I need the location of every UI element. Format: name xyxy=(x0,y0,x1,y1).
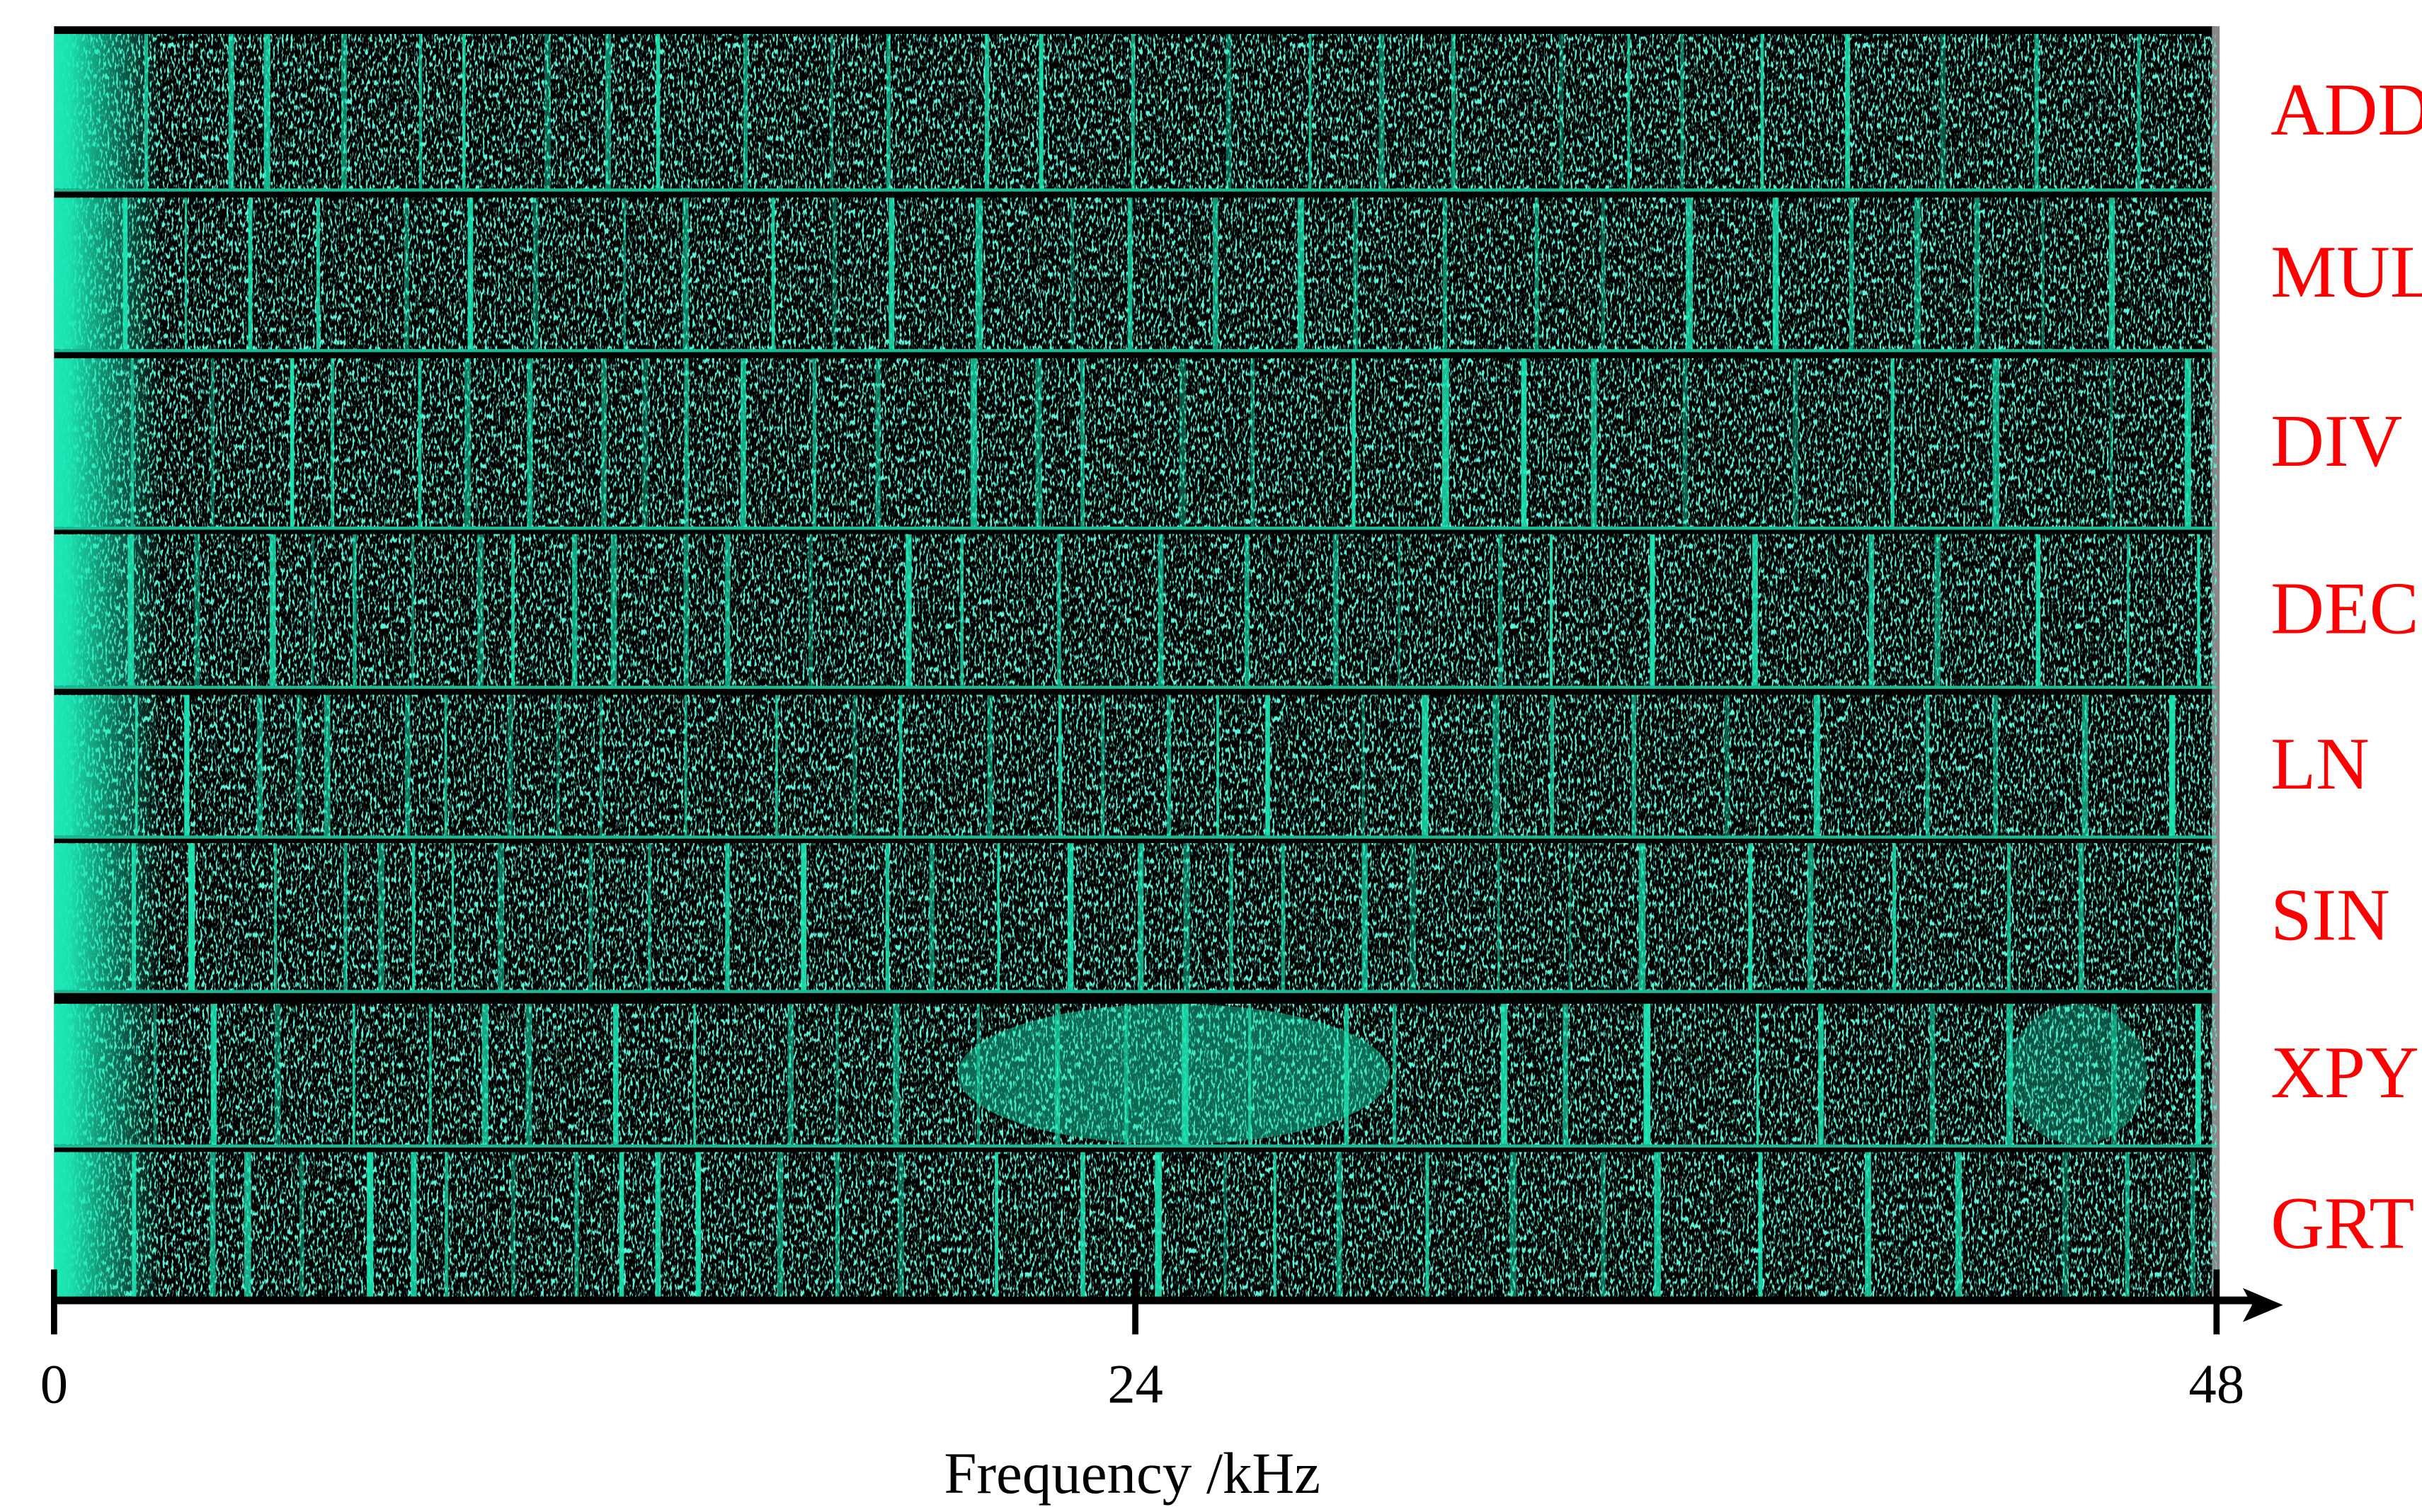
broadband-patch xyxy=(958,1004,1390,1145)
row-noise xyxy=(54,34,2216,188)
row-label: GRT xyxy=(2270,1182,2414,1264)
row-glow xyxy=(54,358,162,527)
spectrogram-row xyxy=(54,843,2216,991)
broadband-patch xyxy=(2008,1004,2147,1145)
row-label: XPY xyxy=(2270,1031,2419,1113)
page: {"chart_data": {"type": "spectrogram", "… xyxy=(0,0,2422,1512)
row-label: MUL xyxy=(2270,231,2422,313)
axis-arrow xyxy=(2243,1288,2283,1322)
row-noise xyxy=(54,695,2216,836)
row-label: ADD xyxy=(2270,69,2422,151)
row-glow xyxy=(54,695,162,836)
rows xyxy=(54,34,2216,1299)
row-glow xyxy=(54,197,162,349)
row-glow xyxy=(54,534,162,686)
row-noise xyxy=(54,534,2216,686)
row-glow xyxy=(54,843,162,990)
spectrogram-row xyxy=(54,197,2216,350)
row-glow xyxy=(54,1004,162,1145)
row-label: DEC xyxy=(2270,568,2418,650)
x-tick-label: 0 xyxy=(40,1353,68,1415)
chart: Frequency /kHz ADD MUL DIV DEC LN SIN XPY GRT 0 2… xyxy=(0,0,2422,1512)
spectrogram-row xyxy=(54,534,2216,687)
spectrogram-row xyxy=(54,34,2216,190)
x-tick-label: 24 xyxy=(1107,1353,1163,1415)
row-label: DIV xyxy=(2270,400,2402,482)
row-label: SIN xyxy=(2270,874,2390,956)
row-glow xyxy=(54,1152,162,1298)
spectrogram-row xyxy=(54,695,2216,837)
x-tick-label: 48 xyxy=(2189,1353,2245,1415)
spectrogram-row xyxy=(54,1004,2216,1146)
row-label: LN xyxy=(2270,723,2370,805)
x-axis-label: Frequency /kHz xyxy=(944,1441,1320,1506)
spectrogram-row xyxy=(54,358,2216,528)
row-noise xyxy=(54,197,2216,349)
